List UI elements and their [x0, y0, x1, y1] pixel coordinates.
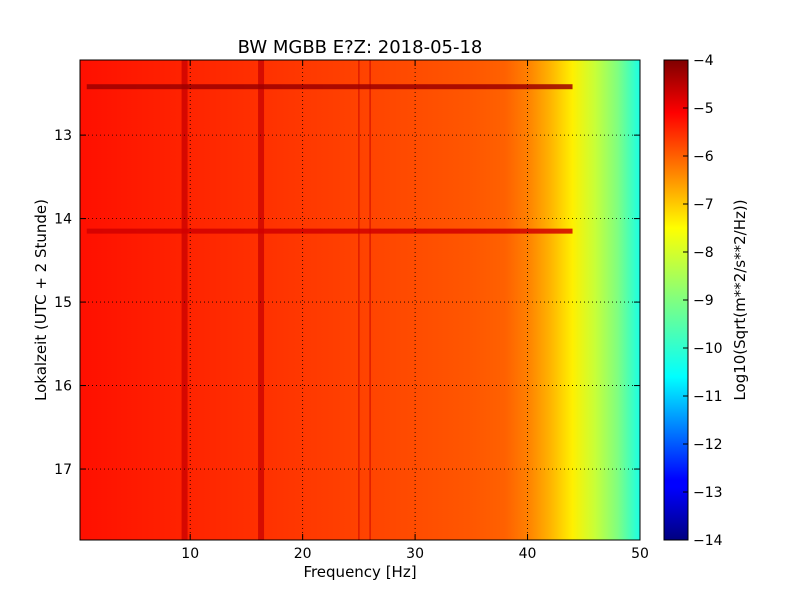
y-tick-label: 13 [54, 128, 72, 144]
x-tick-label: 10 [181, 546, 199, 562]
x-tick-label: 20 [294, 546, 312, 562]
y-tick-label: 14 [54, 212, 72, 228]
chart-title: BW MGBB E?Z: 2018-05-18 [238, 37, 483, 58]
colorbar-tick-label: −6 [693, 149, 714, 165]
colorbar-tick-label: −10 [693, 341, 723, 357]
x-tick-label: 40 [519, 546, 537, 562]
y-tick-label: 16 [54, 379, 72, 395]
colorbar-tick-label: −5 [693, 101, 714, 117]
spectral-line [358, 60, 360, 540]
colorbar-tick-label: −12 [693, 437, 723, 453]
colorbar-tick-label: −9 [693, 293, 714, 309]
colorbar-tick-label: −4 [693, 53, 714, 69]
x-axis-ticks: 10 20 30 40 50 [181, 60, 649, 562]
colorbar-label: Log10(Sqrt(m**2/s**2/Hz)) [731, 199, 749, 400]
colorbar-tick-label: −11 [693, 389, 723, 405]
colorbar-tick-label: −8 [693, 245, 714, 261]
colorbar-tick-label: −14 [693, 533, 723, 549]
x-axis-label: Frequency [Hz] [303, 563, 416, 581]
y-axis-ticks: 13 14 15 16 17 [54, 128, 640, 478]
colorbar-ticks: −4 −5 −6 −7 −8 −9 −10 −11 −12 −13 −14 [683, 53, 723, 549]
broadband-event [86, 84, 573, 90]
x-tick-label: 30 [406, 546, 424, 562]
spectrogram-features [86, 60, 573, 540]
spectrogram-heatmap [80, 60, 640, 540]
spectral-line [258, 60, 265, 540]
colorbar-tick-label: −7 [693, 197, 714, 213]
y-axis-label: Lokalzeit (UTC + 2 Stunde) [32, 199, 50, 401]
x-tick-label: 50 [631, 546, 649, 562]
broadband-event [86, 228, 573, 234]
y-tick-label: 17 [54, 462, 72, 478]
colorbar-tick-label: −13 [693, 485, 723, 501]
plot-frame [79, 59, 641, 541]
spectral-line [369, 60, 371, 540]
y-tick-label: 15 [54, 295, 72, 311]
spectral-line [181, 60, 188, 540]
